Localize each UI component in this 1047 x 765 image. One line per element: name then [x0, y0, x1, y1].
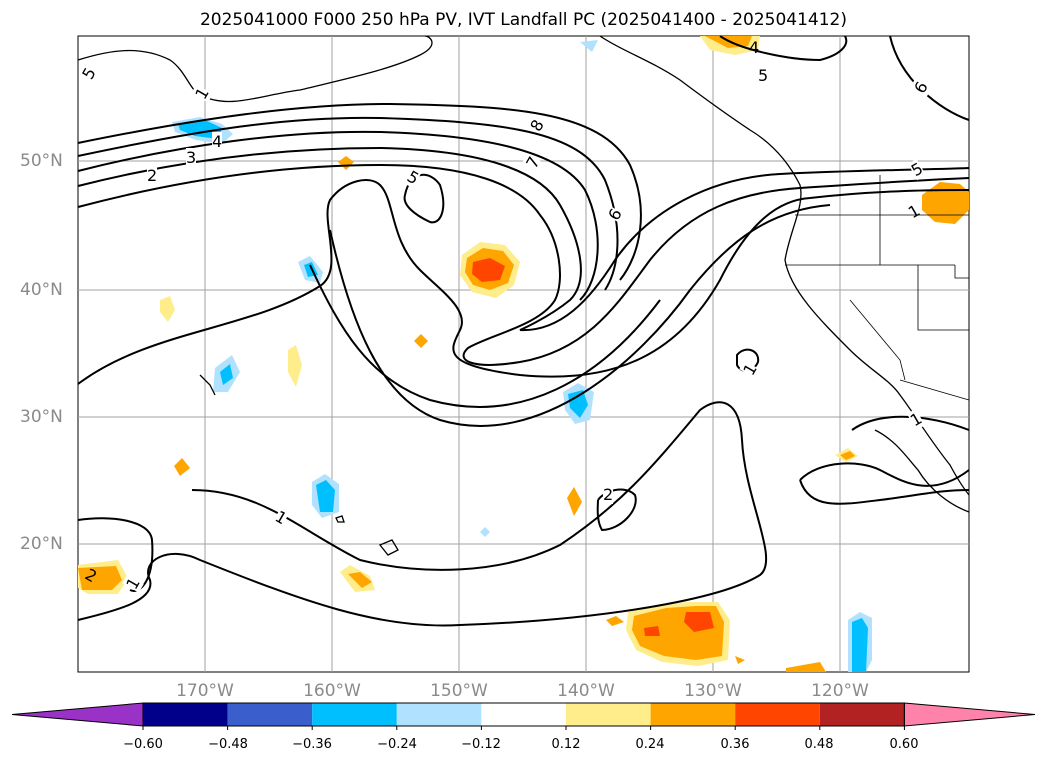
contour-label: 4: [749, 38, 760, 57]
contour-label: 2: [147, 166, 158, 185]
contour-label: 5: [758, 66, 769, 85]
colorbar-segments: [11, 702, 1036, 727]
state-borders: [785, 175, 970, 401]
colorbar-outline: [142, 702, 905, 727]
colorbar-segment: [566, 703, 651, 726]
colorbar-tick-label: −0.60: [123, 737, 163, 752]
colorbar-extend-max: [903, 702, 1036, 727]
colorbar-segment: [396, 703, 482, 726]
colorbar-segment: [143, 703, 228, 726]
colorbar-tick-label: 0.24: [635, 737, 665, 752]
lon-label-150w: 150°W: [430, 681, 488, 701]
lat-label-30n: 30°N: [20, 407, 63, 427]
pv-shading: [78, 36, 969, 672]
colorbar-segment: [227, 703, 313, 726]
lat-label-40n: 40°N: [20, 280, 63, 300]
colorbar-segment: [819, 703, 905, 726]
colorbar-tick-label: −0.48: [208, 737, 248, 752]
colorbar-segment: [312, 703, 397, 726]
lat-label-20n: 20°N: [20, 534, 63, 554]
lon-label-130w: 130°W: [684, 681, 742, 701]
lon-label-120w: 120°W: [811, 681, 869, 701]
graticule: [78, 36, 969, 672]
colorbar-tick-label: 0.48: [804, 737, 834, 752]
colorbar-segment: [735, 703, 820, 726]
colorbar-ticks: [142, 726, 905, 730]
colorbar-extend-min: [11, 702, 144, 727]
colorbar-tick-label: −0.24: [377, 737, 417, 752]
ivt-contours: [77, 35, 970, 627]
lon-label-170w: 170°W: [176, 681, 234, 701]
lat-label-50n: 50°N: [20, 151, 63, 171]
colorbar-segment: [650, 703, 736, 726]
lon-label-160w: 160°W: [303, 681, 361, 701]
colorbar-tick-label: 0.60: [889, 737, 919, 752]
contour-label: 2: [603, 485, 614, 504]
contour-label: 4: [212, 132, 223, 151]
coastline: [77, 35, 970, 556]
lon-label-140w: 140°W: [557, 681, 615, 701]
colorbar-tick-label: −0.12: [461, 737, 501, 752]
map-title: 2025041000 F000 250 hPa PV, IVT Landfall…: [199, 10, 847, 30]
colorbar-tick-label: 0.12: [551, 737, 581, 752]
colorbar-tick-label: 0.36: [720, 737, 750, 752]
colorbar-tick-label: −0.36: [292, 737, 332, 752]
colorbar-segment: [481, 703, 566, 726]
contour-label: 3: [186, 148, 197, 167]
